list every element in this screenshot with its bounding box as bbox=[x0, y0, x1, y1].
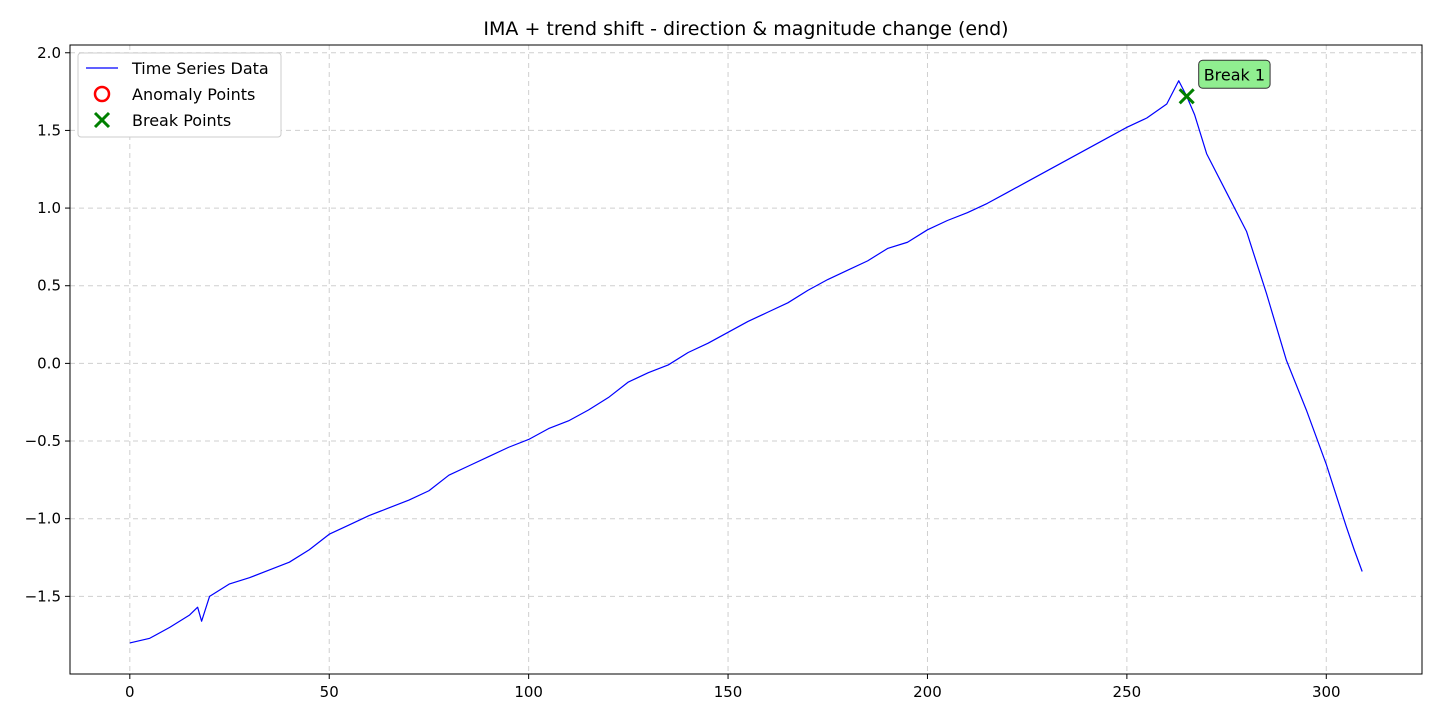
y-tick-label: −1.5 bbox=[25, 587, 61, 605]
x-tick-label: 200 bbox=[913, 683, 942, 701]
legend: Time Series Data Anomaly Points Break Poin… bbox=[77, 52, 282, 138]
annotation-box bbox=[1198, 59, 1271, 89]
x-tick-label: 250 bbox=[1113, 683, 1142, 701]
annotation-layer: Break 1 bbox=[1198, 59, 1271, 89]
y-tick-label: 1.0 bbox=[37, 199, 61, 217]
x-tick-label: 0 bbox=[125, 683, 135, 701]
legend-label: Anomaly Points bbox=[132, 85, 255, 104]
annotation-label: Break 1 bbox=[1204, 65, 1265, 84]
y-tick-label: 2.0 bbox=[37, 44, 61, 62]
x-tick-label: 300 bbox=[1312, 683, 1341, 701]
series-line-time-series-data bbox=[129, 80, 1363, 644]
y-tick-label: −0.5 bbox=[25, 432, 61, 450]
y-tick-label: 0.5 bbox=[37, 277, 61, 295]
break-point-marker bbox=[1178, 88, 1195, 105]
y-tick-label: 1.5 bbox=[37, 121, 61, 139]
grid bbox=[70, 45, 1422, 674]
plot-frame bbox=[69, 44, 1423, 675]
series-layer bbox=[129, 80, 1363, 644]
y-tick-label: 0.0 bbox=[37, 354, 61, 372]
ticks-layer: 0 50 100 150 200 250 300 −1.5 −1.0 −0.5 0.0 0.5 1.0 1… bbox=[25, 44, 1341, 701]
x-tick-label: 100 bbox=[514, 683, 543, 701]
legend-swatch-x bbox=[93, 111, 111, 129]
legend-box bbox=[77, 52, 282, 138]
chart-title: IMA + trend shift - direction & magnitud… bbox=[483, 18, 1008, 40]
y-tick-label: −1.0 bbox=[25, 510, 61, 528]
x-tick-label: 150 bbox=[714, 683, 743, 701]
legend-swatch-circle bbox=[93, 85, 111, 103]
marker-layer bbox=[1178, 88, 1195, 105]
x-tick-label: 50 bbox=[320, 683, 339, 701]
legend-label: Time Series Data bbox=[131, 59, 269, 78]
legend-label: Break Points bbox=[132, 111, 231, 130]
break-annotation: Break 1 bbox=[1198, 59, 1271, 89]
